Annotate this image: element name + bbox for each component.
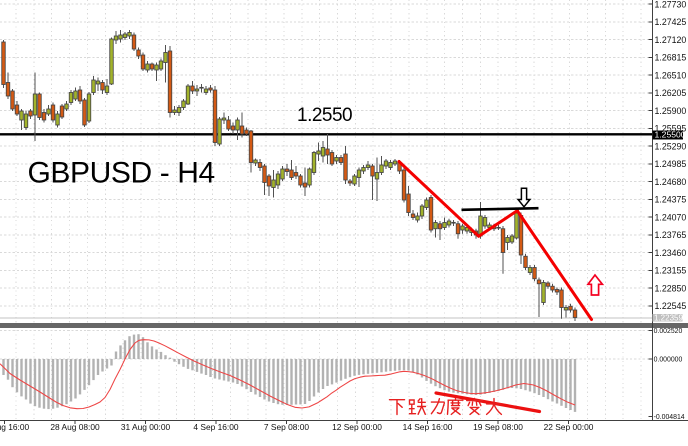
svg-text:7 Sep 08:00: 7 Sep 08:00	[264, 422, 310, 432]
svg-text:1.24680: 1.24680	[655, 177, 687, 187]
svg-text:1.24070: 1.24070	[655, 212, 687, 222]
svg-text:-0.004814: -0.004814	[654, 414, 685, 421]
svg-text:1.27425: 1.27425	[655, 17, 687, 27]
svg-text:1.24985: 1.24985	[655, 159, 687, 169]
svg-text:14 Sep 16:00: 14 Sep 16:00	[403, 422, 453, 432]
svg-text:25 Aug 16:00: 25 Aug 16:00	[0, 422, 30, 432]
svg-text:1.23460: 1.23460	[655, 248, 687, 258]
svg-text:1.2550: 1.2550	[297, 105, 352, 126]
svg-text:1.23155: 1.23155	[655, 266, 687, 276]
svg-text:1.22545: 1.22545	[655, 301, 687, 311]
svg-text:22 Sep 00:00: 22 Sep 00:00	[544, 422, 594, 432]
svg-text:GBPUSD - H4: GBPUSD - H4	[28, 157, 215, 190]
svg-text:1.25900: 1.25900	[655, 106, 687, 116]
svg-text:1.26205: 1.26205	[655, 88, 687, 98]
svg-text:1.22850: 1.22850	[655, 283, 687, 293]
svg-text:31 Aug 00:00: 31 Aug 00:00	[121, 422, 171, 432]
svg-text:28 Aug 08:00: 28 Aug 08:00	[50, 422, 100, 432]
svg-text:1.22359: 1.22359	[654, 314, 683, 323]
svg-text:1.26815: 1.26815	[655, 53, 687, 63]
svg-text:12 Sep 00:00: 12 Sep 00:00	[332, 422, 382, 432]
svg-text:1.25500: 1.25500	[655, 130, 686, 140]
svg-text:19 Sep 08:00: 19 Sep 08:00	[473, 422, 523, 432]
svg-text:1.24375: 1.24375	[655, 195, 687, 205]
svg-text:1.27120: 1.27120	[655, 35, 687, 45]
svg-text:1.25290: 1.25290	[655, 141, 687, 151]
svg-text:1.23765: 1.23765	[655, 230, 687, 240]
svg-text:0.000000: 0.000000	[654, 357, 683, 364]
svg-text:1.25595: 1.25595	[655, 124, 687, 134]
svg-text:4 Sep 16:00: 4 Sep 16:00	[193, 422, 239, 432]
svg-text:1.27730: 1.27730	[655, 0, 687, 9]
svg-text:0.002520: 0.002520	[654, 328, 683, 335]
svg-text:1.26510: 1.26510	[655, 70, 687, 80]
